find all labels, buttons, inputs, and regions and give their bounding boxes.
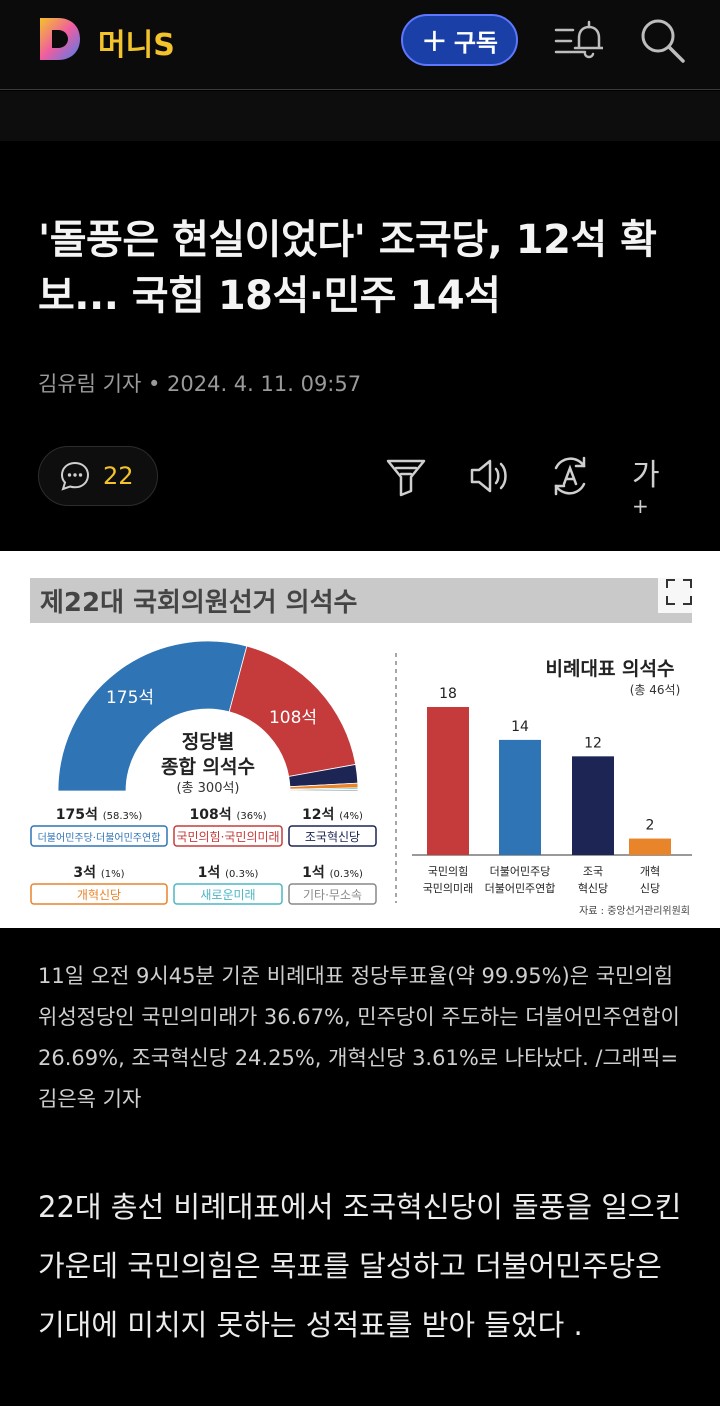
bar-category-label: 더불어민주연합 xyxy=(485,882,556,895)
donut-label-dem: 175석 xyxy=(106,688,154,708)
legend-party-name: 기타·무소속 xyxy=(303,888,362,902)
donut-slice xyxy=(57,640,248,792)
bar-category-label: 조국 xyxy=(583,865,603,878)
party-legend: 175석 (58.3%) 더불어민주당·더불어민주연합 108석 (36%) 국민의힘… xyxy=(30,807,377,905)
legend-seats: 1석 (0.3%) xyxy=(198,865,259,881)
bar-chart-title: 비례대표 의석수 xyxy=(546,658,675,680)
legend-box xyxy=(173,883,283,905)
summary-filter-icon[interactable] xyxy=(384,454,428,498)
figure-source: 자료 : 중앙선거관리위원회 xyxy=(579,904,690,917)
bar-category-label: 국민의힘 xyxy=(428,865,468,878)
bar-value-label: 12 xyxy=(584,735,602,751)
donut-center-title-2: 종합 의석수 xyxy=(161,756,255,778)
comment-button[interactable]: 22 xyxy=(38,446,158,506)
bar-category-label: 신당 xyxy=(640,882,660,895)
infographic[interactable]: 제22대 국회의원선거 의석수 정당별 종합 의석수 (총 300석) 175석… xyxy=(0,551,720,928)
ad-spacer xyxy=(0,91,720,141)
donut-center-sub: (총 300석) xyxy=(176,781,239,796)
legend-box xyxy=(30,883,168,905)
legend-seats: 3석 (1%) xyxy=(73,865,124,881)
legend-box xyxy=(30,825,168,847)
bar xyxy=(427,707,469,855)
bar xyxy=(499,739,541,855)
bar-chart-subtitle: (총 46석) xyxy=(630,683,681,697)
legend-party-name: 조국혁신당 xyxy=(305,830,360,844)
donut-chart xyxy=(57,640,359,792)
legend-box xyxy=(288,825,377,847)
infographic-chart: 제22대 국회의원선거 의석수 정당별 종합 의석수 (총 300석) 175석… xyxy=(30,571,700,917)
listen-audio-icon[interactable] xyxy=(466,454,510,498)
search-icon[interactable] xyxy=(638,16,686,64)
bar-category-label: 국민의미래 xyxy=(423,882,474,895)
font-size-label: 가 xyxy=(632,458,660,493)
legend-seats: 108석 (36%) xyxy=(189,807,266,823)
app-bar: 머니S + 구독 xyxy=(0,0,720,90)
article-toolbar: 22 가+ xyxy=(38,446,688,518)
comment-count: 22 xyxy=(103,462,134,490)
legend-party-name: 국민의힘·국민의미래 xyxy=(176,830,279,844)
legend-box xyxy=(288,883,377,905)
bar-category-label: 혁신당 xyxy=(578,882,608,895)
subscribe-label: 구독 xyxy=(453,28,498,57)
article-byline: 김유림 기자 • 2024. 4. 11. 09:57 xyxy=(38,372,362,396)
plus-icon: + xyxy=(632,494,649,518)
bar-value-label: 2 xyxy=(646,818,655,834)
title-banner xyxy=(30,578,692,623)
legend-seats: 1석 (0.3%) xyxy=(302,865,363,881)
legend-seats: 175석 (58.3%) xyxy=(56,807,143,823)
bar xyxy=(629,838,671,855)
legend-seats: 12석 (4%) xyxy=(302,807,363,823)
plus-icon: + xyxy=(421,21,448,59)
app-logo-icon[interactable] xyxy=(38,16,82,62)
bar xyxy=(572,756,614,855)
donut-slice xyxy=(289,789,359,792)
subscribe-button[interactable]: + 구독 xyxy=(401,14,518,66)
font-size-button[interactable]: 가+ xyxy=(632,450,676,518)
legend-party-name: 새로운미래 xyxy=(200,888,255,902)
article-body: 22대 총선 비례대표에서 조국혁신당이 돌풍을 일으킨 가운데 국민의힘은 목… xyxy=(38,1190,682,1342)
bar-value-label: 14 xyxy=(511,719,529,735)
legend-party-name: 더불어민주당·더불어민주연합 xyxy=(38,832,161,844)
infographic-title: 제22대 국회의원선거 의석수 xyxy=(40,588,357,618)
comment-icon xyxy=(60,461,90,491)
donut-center-title-1: 정당별 xyxy=(182,731,234,753)
expand-icon[interactable] xyxy=(658,571,700,613)
bar-value-label: 18 xyxy=(439,686,457,702)
notification-menu-icon[interactable] xyxy=(553,18,607,64)
legend-box xyxy=(173,825,283,847)
bar-category-label: 더불어민주당 xyxy=(490,865,551,878)
donut-label-ppp: 108석 xyxy=(269,708,317,728)
translate-icon[interactable] xyxy=(548,454,592,498)
figure-caption: 11일 오전 9시45분 기준 비례대표 정당투표율(약 99.95%)은 국민… xyxy=(38,964,680,1111)
bar-category-label: 개혁 xyxy=(640,865,660,878)
brand-name[interactable]: 머니S xyxy=(98,28,175,63)
article-headline: '돌풍은 현실이었다' 조국당, 12석 확보... 국힘 18석·민주 14석 xyxy=(38,217,657,319)
legend-party-name: 개혁신당 xyxy=(77,888,121,902)
